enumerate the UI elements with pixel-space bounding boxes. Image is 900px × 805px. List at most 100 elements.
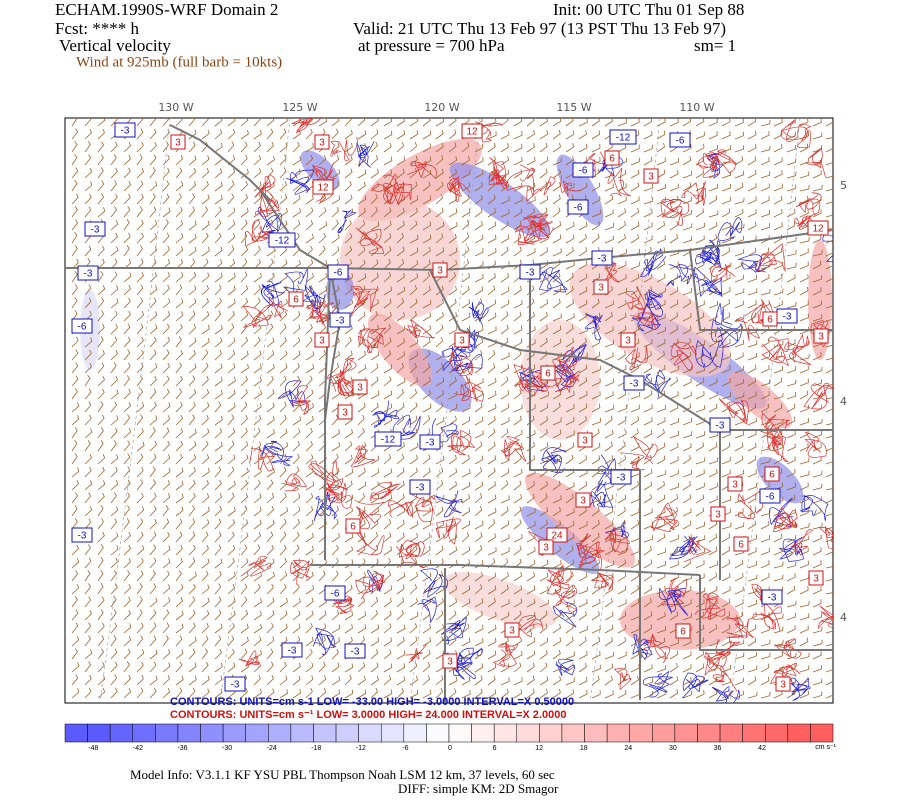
wind-barb	[305, 194, 314, 205]
wind-barb	[175, 375, 183, 387]
wind-barb	[396, 676, 406, 686]
wind-barb	[71, 622, 79, 634]
wind-barb	[240, 519, 249, 530]
wind-barb	[162, 584, 171, 595]
wind-barb	[305, 375, 313, 387]
wind-barb	[422, 662, 431, 673]
wind-barb	[695, 624, 705, 634]
wind-barb	[786, 573, 796, 582]
wind-barb	[396, 362, 405, 374]
wind-barb	[123, 310, 131, 322]
wind-barb	[656, 142, 665, 153]
wind-barb	[123, 219, 130, 231]
wind-barb	[110, 415, 119, 426]
wind-barb	[539, 467, 548, 478]
latitude-label: 4	[840, 395, 847, 408]
wind-barb	[721, 650, 731, 660]
wind-barb	[643, 222, 653, 231]
wind-barb	[747, 352, 757, 361]
wind-barb	[734, 430, 744, 439]
wind-barb	[149, 206, 157, 218]
wind-barb	[422, 467, 431, 478]
wind-barb	[682, 690, 692, 699]
wind-barb	[331, 518, 339, 530]
wind-barb	[708, 195, 718, 205]
contour-line	[283, 269, 309, 295]
wind-barb	[227, 466, 235, 478]
wind-barb	[97, 349, 105, 361]
contour-label: 3	[357, 383, 363, 394]
wind-barb	[344, 208, 354, 218]
wind-barb	[149, 649, 158, 660]
wind-barb	[734, 300, 744, 309]
wind-barb	[786, 145, 797, 153]
wind-barb	[136, 545, 145, 556]
wind-barb	[812, 170, 822, 179]
contour-line	[291, 118, 321, 134]
wind-barb	[175, 233, 184, 244]
wind-barb	[721, 611, 731, 621]
wind-barb	[357, 207, 366, 218]
contour-label-box	[374, 431, 402, 447]
wind-barb	[162, 518, 170, 530]
contour-label: -3	[716, 421, 725, 432]
wind-barb	[344, 559, 354, 569]
wind-barb	[578, 299, 588, 309]
wind-barb	[97, 401, 104, 413]
wind-barb	[773, 130, 783, 140]
wind-barb	[760, 210, 771, 218]
wind-barb	[812, 443, 822, 452]
wind-barb	[786, 600, 797, 608]
wind-barb	[669, 403, 679, 413]
wind-barb	[474, 274, 484, 283]
wind-barb	[721, 392, 732, 400]
wind-barb	[71, 688, 80, 699]
wind-barb	[461, 259, 470, 270]
wind-barb	[643, 678, 654, 686]
wind-barb	[721, 287, 731, 296]
wind-barb	[760, 379, 771, 387]
wind-barb	[240, 505, 248, 517]
wind-barb	[201, 258, 209, 270]
wind-barb	[292, 558, 301, 569]
wind-barb	[461, 690, 471, 699]
wind-barb	[747, 417, 757, 426]
wind-barb	[227, 272, 236, 283]
wind-barb	[175, 649, 184, 660]
wind-barb	[357, 118, 366, 127]
wind-barb	[227, 557, 235, 569]
wind-barb	[721, 145, 732, 153]
contour-label-box	[327, 264, 349, 280]
wind-barb	[214, 609, 222, 621]
wind-barb	[448, 233, 457, 244]
contour-line	[326, 589, 355, 614]
wind-barb	[344, 584, 353, 595]
wind-barb	[383, 585, 393, 595]
wind-barb	[565, 520, 575, 530]
wind-barb	[409, 284, 418, 296]
wind-barb	[253, 558, 262, 569]
wind-barb	[695, 300, 705, 309]
wind-barb	[617, 233, 626, 244]
wind-barb	[643, 650, 653, 660]
negative-contour-info: CONTOURS: UNITS=cm s-1 LOW= -33.00 HIGH=…	[170, 696, 574, 708]
wind-barb	[162, 531, 170, 543]
wind-barb	[812, 586, 822, 595]
wind-barb	[708, 431, 719, 439]
wind-barb	[370, 455, 380, 465]
wind-barb	[552, 169, 561, 179]
wind-barb	[214, 401, 222, 413]
wind-barb	[279, 492, 287, 504]
wind-barb	[591, 338, 601, 348]
wind-barb	[526, 662, 535, 673]
wind-barb	[591, 417, 601, 426]
wind-barb	[149, 427, 156, 439]
wind-barb	[669, 676, 679, 686]
wind-barb	[422, 285, 431, 296]
wind-barb	[487, 547, 497, 556]
wind-barb	[552, 637, 562, 647]
wind-barb	[331, 648, 339, 660]
wind-barb	[565, 599, 575, 608]
wind-barb	[162, 259, 171, 270]
wind-barb	[409, 623, 418, 634]
